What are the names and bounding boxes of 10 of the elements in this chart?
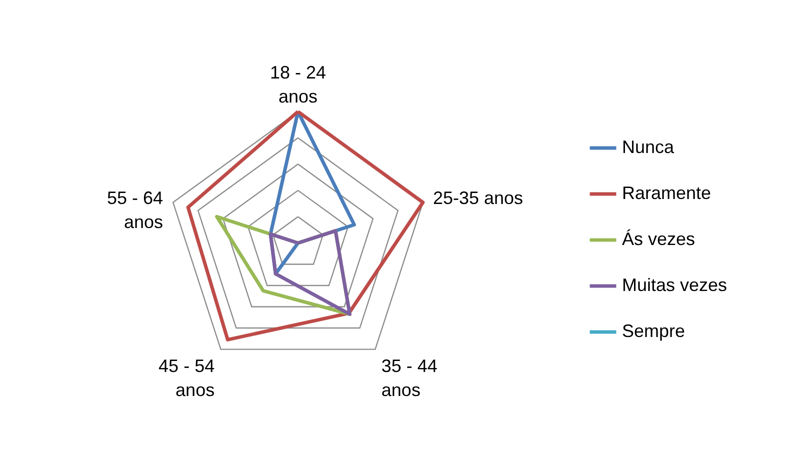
legend-label: Nunca — [622, 137, 676, 157]
legend-label: Raramente — [622, 183, 712, 203]
spoke-label: 55 - 64 anos — [107, 188, 164, 232]
legend-label: Sempre — [622, 321, 686, 341]
spoke-label: 25-35 anos — [432, 188, 524, 208]
legend-label: Ás vezes — [622, 229, 696, 249]
legend-label: Muitas vezes — [622, 275, 728, 295]
spoke-label: 18 - 24 anos — [270, 62, 326, 107]
spoke-label: 35 - 44 anos — [381, 356, 438, 400]
spoke-label: 45 - 54 anos — [158, 356, 215, 400]
